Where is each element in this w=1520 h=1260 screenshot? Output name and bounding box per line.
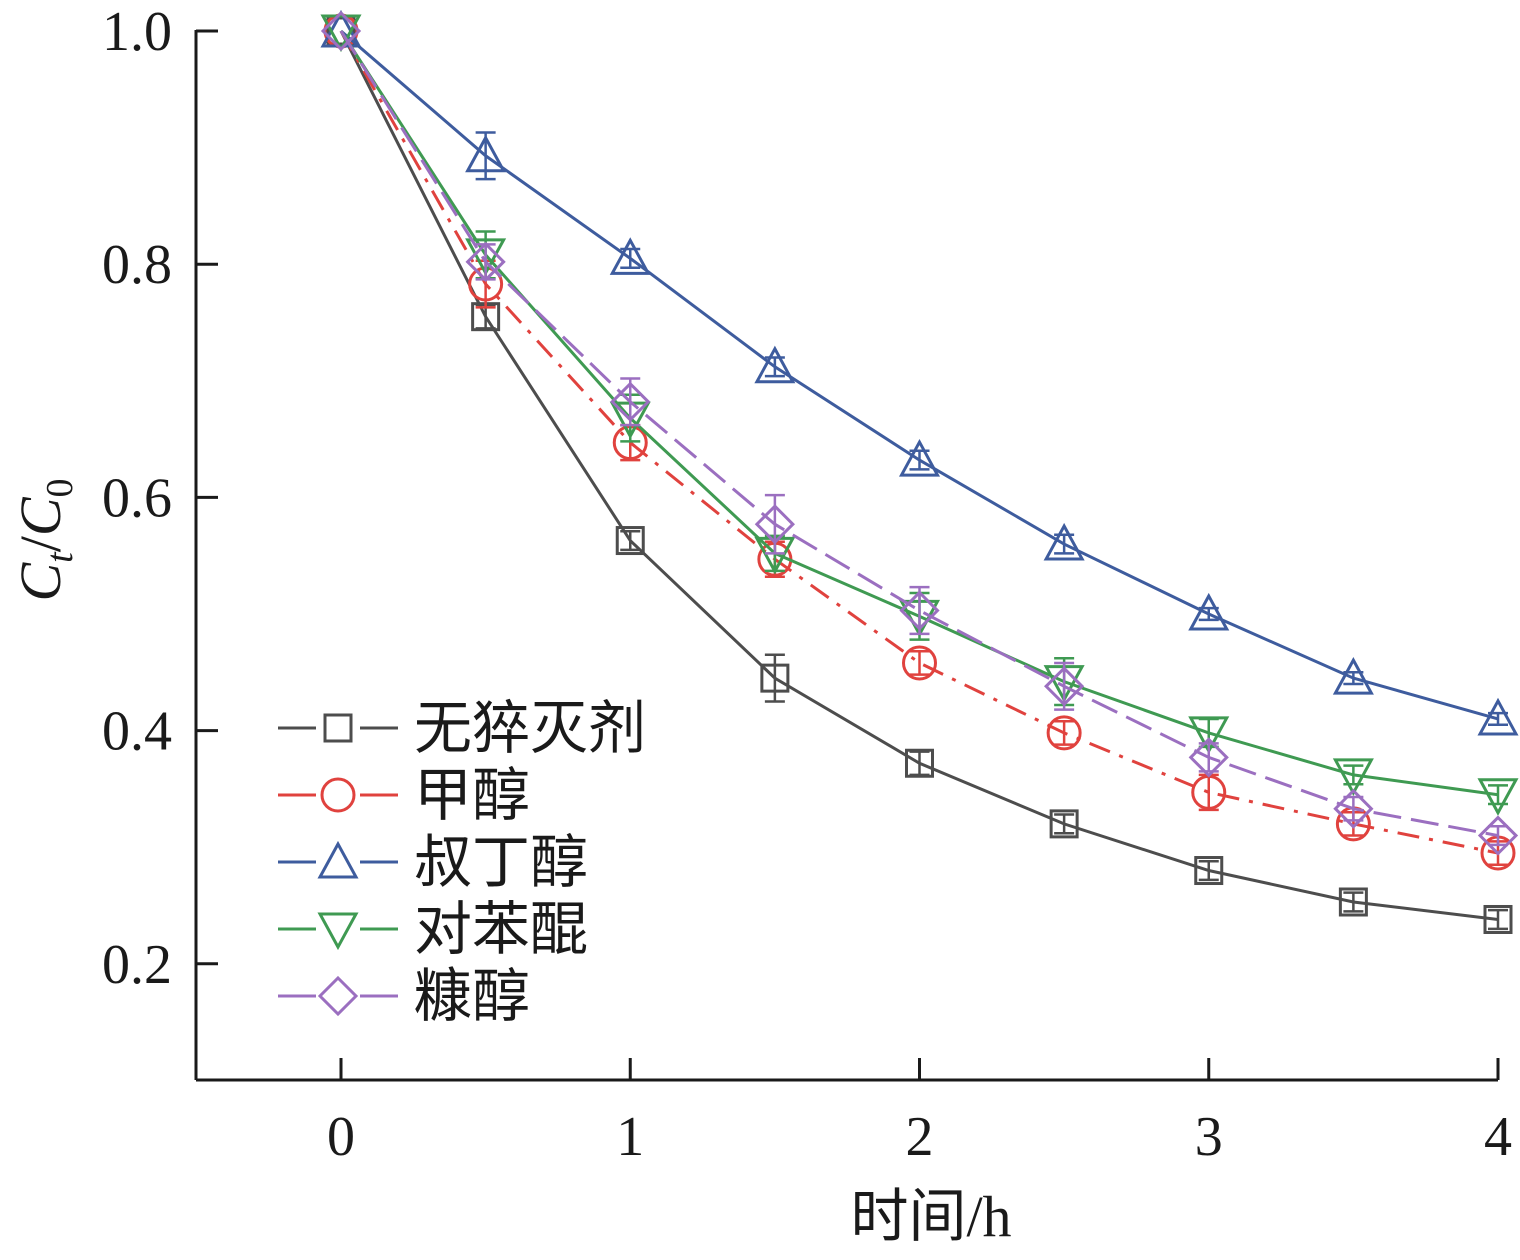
data-point [320,14,362,53]
series-5 [320,10,1519,856]
y-tick-label: 0.4 [102,701,172,763]
error-bar [909,585,930,636]
series-layer [320,9,1519,934]
y-axis-title: Ct/C0 [8,478,81,601]
legend-item-5: 糠醇 [278,964,530,1029]
data-point [1188,737,1229,778]
y-tick-label: 1.0 [102,1,172,63]
data-point [1332,656,1374,695]
y-axis-title-slash: / [8,535,73,552]
error-bar [1488,784,1508,806]
error-bar [909,449,930,471]
data-point [1477,778,1519,816]
data-point [898,438,941,477]
data-point [465,238,507,277]
legend-label: 甲醇 [414,763,530,828]
data-point [610,381,651,422]
ticks: 0 1 2 3 4 0.2 0.4 0.6 0.8 1.0 [102,1,1512,1168]
error-bar [1343,891,1364,913]
data-point [1046,715,1082,751]
error-bar [909,650,930,676]
y-tick-label: 0.2 [102,934,172,996]
data-point [902,645,937,681]
data-point [465,241,506,282]
legend-marker [317,840,359,879]
data-point [1049,809,1079,839]
x-axis-title: 时间/h [850,1184,1011,1249]
legend-item-4: 对苯醌 [278,897,588,962]
y-axis-title-sub-0: 0 [39,478,81,497]
error-bar [620,377,641,427]
y-axis-title-c0: C [8,496,73,536]
data-point [1333,788,1374,829]
error-bar [1198,742,1219,773]
legend-label: 叔丁醇 [414,830,588,895]
data-point [1188,716,1230,755]
legend-label: 无猝灭剂 [414,696,646,761]
x-tick-label: 4 [1484,1106,1512,1168]
x-tick-label: 1 [616,1106,644,1168]
error-bar [909,750,930,777]
error-bar [1054,533,1075,555]
error-bar [1488,908,1508,931]
error-bar [620,247,641,269]
data-point [1483,904,1513,934]
legend-marker [317,912,359,951]
data-point [899,590,940,631]
data-point [609,237,651,275]
series-1 [326,16,1513,934]
data-point [1477,697,1519,736]
error-bar [620,529,641,552]
data-point [320,10,362,52]
data-point [1477,815,1519,856]
y-axis-title-sub-t: t [39,551,81,563]
data-point [1188,592,1230,631]
y-tick-label: 0.8 [102,234,172,296]
legend-marker [317,975,359,1017]
data-point [905,748,934,778]
error-bar [1054,720,1075,746]
data-point [754,345,796,384]
data-point [326,16,356,46]
y-tick-label: 0.6 [102,467,172,529]
data-point [1044,666,1085,707]
legend-label: 对苯醌 [414,897,588,962]
data-point [1194,856,1224,886]
error-bar [764,653,785,703]
error-bar [1054,813,1075,835]
data-point [465,134,507,173]
error-bar [1343,764,1364,786]
x-tick-label: 2 [906,1106,934,1168]
error-bar [764,356,785,378]
x-tick-label: 3 [1195,1106,1223,1168]
error-bar [1198,859,1219,882]
legend-marker [323,713,353,743]
x-tick-label: 0 [327,1106,355,1168]
data-point [615,526,645,556]
data-point [1332,758,1374,797]
y-axis-title-c: C [8,562,73,602]
legend-item-2: 甲醇 [278,763,530,828]
legend-marker [320,777,356,813]
legend-item-3: 叔丁醇 [278,830,588,895]
error-bar [1054,661,1075,711]
series-line [339,30,1499,838]
error-bar [1198,773,1219,812]
data-point [1043,522,1085,561]
data-point [1338,887,1368,917]
data-point [754,504,795,545]
data-point [760,663,790,693]
axes [194,30,1498,1082]
legend-item-1: 无猝灭剂 [278,696,646,761]
legend-label: 糠醇 [414,964,530,1029]
